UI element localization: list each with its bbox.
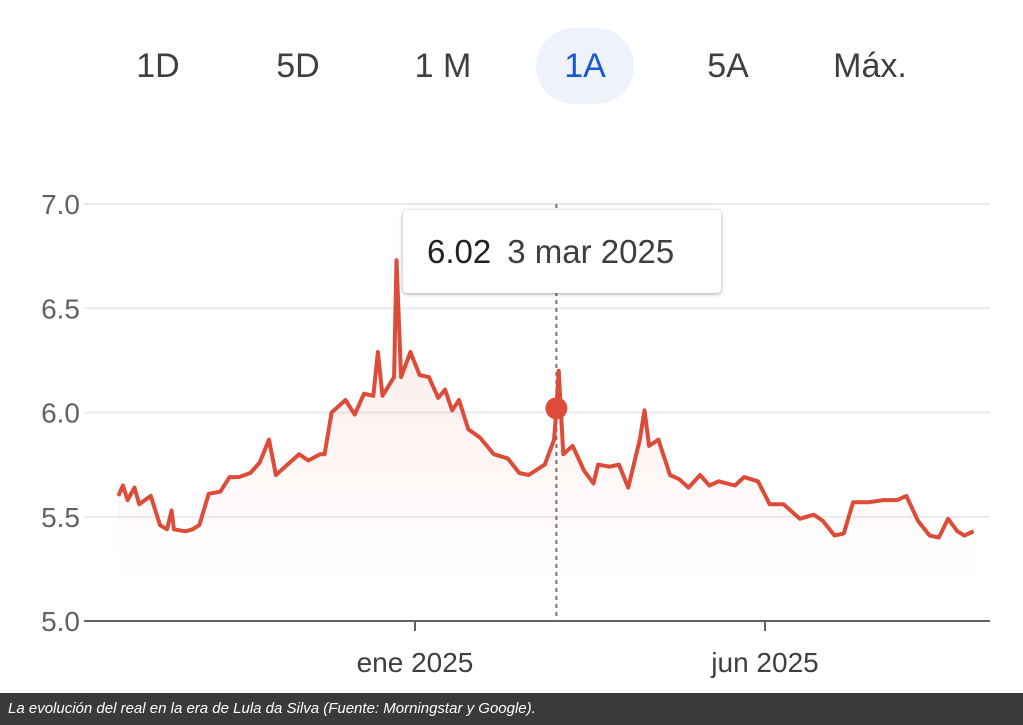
- tab-max[interactable]: Máx.: [833, 47, 907, 85]
- y-tick-label: 5.0: [41, 606, 80, 637]
- tab-1d[interactable]: 1D: [136, 47, 180, 85]
- y-tick-label: 6.0: [41, 398, 80, 429]
- tooltip-date: 3 mar 2025: [507, 233, 675, 270]
- range-tabs: 1D 5D 1 M 1A 5A Máx.: [0, 28, 1023, 104]
- exchange-rate-chart[interactable]: 5.0 5.5 6.0 6.5 7.0 ene 2025 jun 2025: [0, 0, 1023, 693]
- highlight-point: [545, 397, 568, 420]
- y-tick-label: 7.0: [41, 189, 80, 220]
- tooltip: 6.02 3 mar 2025: [403, 210, 721, 293]
- area-fill: [118, 260, 974, 580]
- x-tick-label: jun 2025: [710, 647, 818, 678]
- caption: La evolución del real en la era de Lula …: [0, 693, 1023, 725]
- x-tick-label: ene 2025: [357, 647, 474, 678]
- tab-5d[interactable]: 5D: [276, 47, 320, 85]
- y-tick-label: 6.5: [41, 293, 80, 324]
- tab-1m[interactable]: 1 M: [414, 47, 472, 85]
- tooltip-value: 6.02: [427, 233, 492, 270]
- tab-5a[interactable]: 5A: [707, 47, 749, 85]
- tab-1a[interactable]: 1A: [536, 28, 634, 104]
- y-tick-label: 5.5: [41, 502, 80, 533]
